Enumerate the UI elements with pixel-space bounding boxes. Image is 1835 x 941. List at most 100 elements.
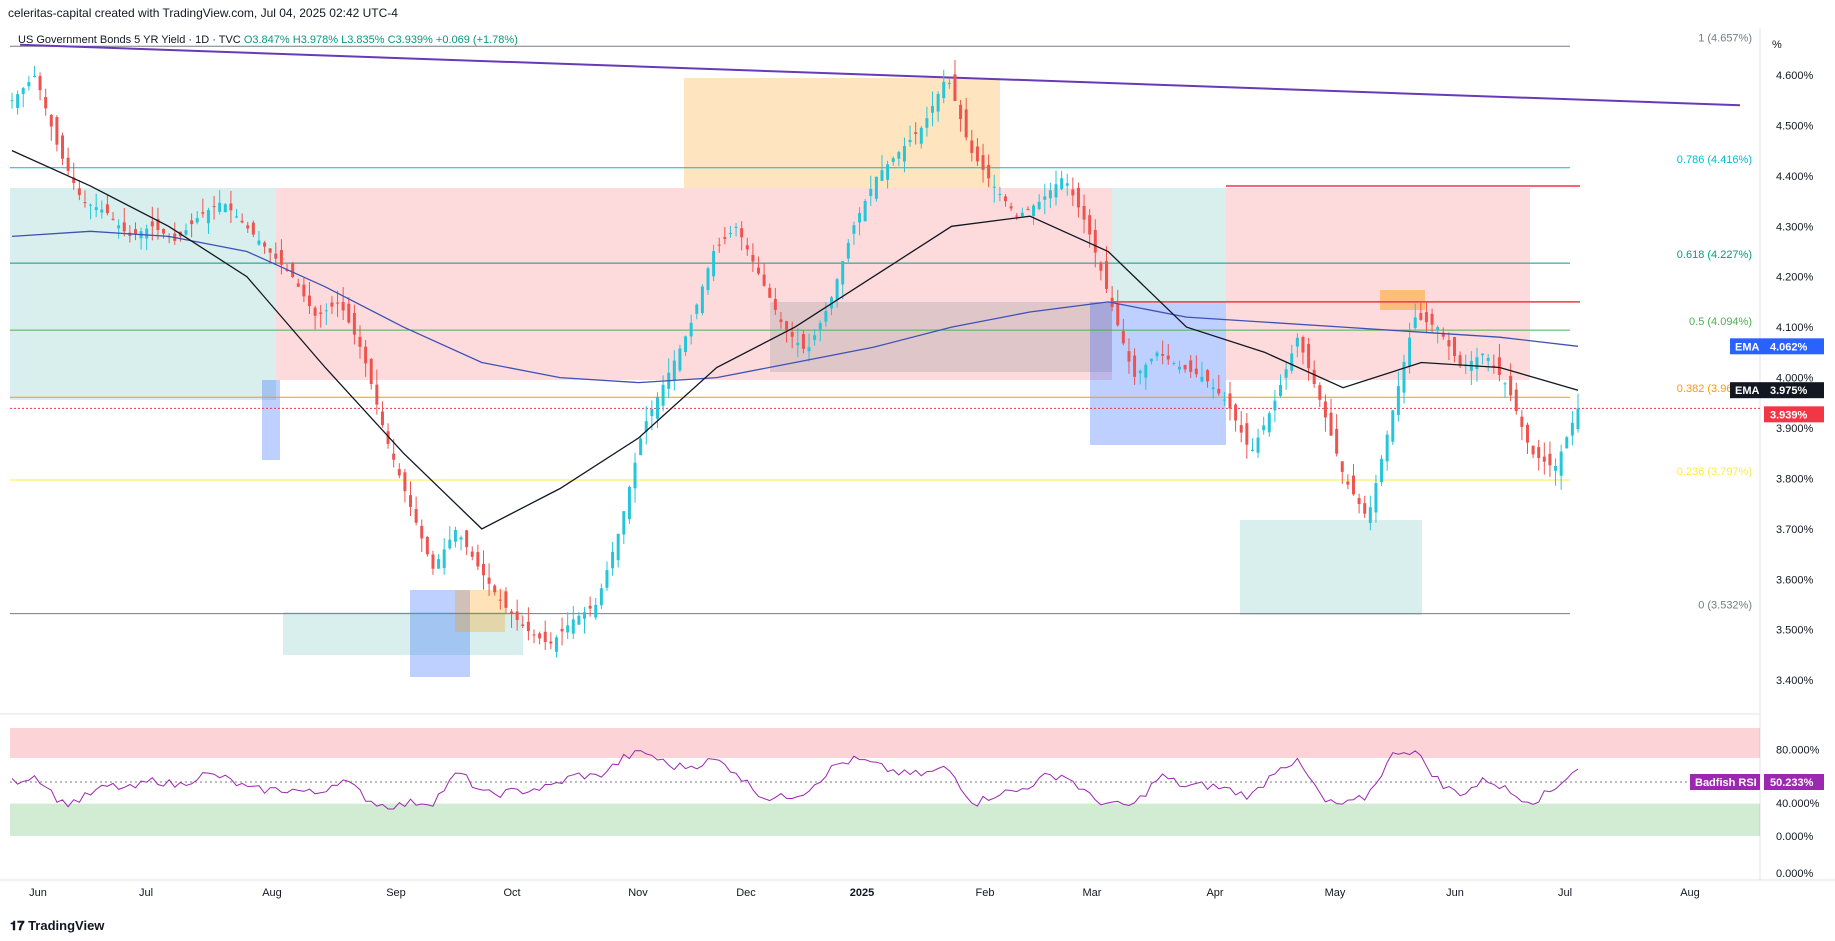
candle-body	[1166, 355, 1170, 360]
fib-level-label: 0.786 (4.416%)	[1677, 154, 1752, 166]
candle-body	[874, 176, 878, 199]
candle-body	[684, 336, 688, 352]
candle-body	[122, 222, 126, 232]
price-tick-label: 4.500%	[1776, 120, 1814, 132]
candle-body	[240, 220, 244, 223]
candle-body	[1032, 205, 1036, 216]
candle-body	[1279, 384, 1283, 396]
candle-body	[437, 559, 441, 569]
candle-body	[616, 533, 620, 561]
candle-body	[1099, 262, 1103, 271]
price-tag-label: EMA	[1735, 341, 1760, 353]
ema-slow-line	[11, 150, 1579, 530]
candle-body	[1194, 368, 1198, 375]
candle-body	[223, 204, 227, 213]
candle-body	[824, 310, 828, 322]
price-tick-label: 4.300%	[1776, 221, 1814, 233]
candle-body	[510, 611, 514, 614]
candle-body	[695, 304, 699, 314]
candle-body	[358, 336, 362, 347]
fib-level-label: 0.618 (4.227%)	[1677, 249, 1752, 261]
candle-body	[10, 100, 14, 102]
rsi-value-tag	[1764, 774, 1824, 790]
zone-blue-aug	[262, 380, 280, 460]
price-tag-label-bg	[1730, 338, 1764, 355]
candle-body	[1250, 449, 1254, 452]
candle-body	[1307, 343, 1311, 369]
candle-body	[1531, 445, 1535, 455]
candle-body	[655, 396, 659, 419]
candle-body	[1228, 393, 1232, 409]
zone-green-left	[10, 188, 276, 400]
candle-body	[397, 469, 401, 476]
candle-body	[964, 109, 968, 138]
candle-body	[1082, 205, 1086, 220]
candle-body	[745, 245, 749, 250]
candle-body	[1335, 428, 1339, 454]
candle-body	[66, 157, 70, 171]
candle-body	[728, 232, 732, 235]
rsi-name-label: Badfish RSI	[1695, 777, 1757, 789]
candle-body	[1441, 332, 1445, 337]
candle-body	[133, 229, 137, 234]
candle-body	[476, 552, 480, 567]
candle-body	[1576, 408, 1580, 430]
rsi-line	[11, 750, 1579, 810]
candle-body	[386, 431, 390, 444]
candle-body	[94, 207, 98, 210]
candle-body	[773, 298, 777, 310]
chart-credit: celeritas-capital created with TradingVi…	[8, 6, 398, 20]
fib-level-label: 0.236 (3.797%)	[1677, 466, 1752, 478]
zone-orange-may	[1380, 290, 1425, 310]
candle-body	[1105, 261, 1109, 289]
candle-body	[49, 114, 53, 127]
time-tick-label: Aug	[1680, 887, 1700, 899]
price-tag-value-bg	[1764, 338, 1824, 355]
candle-body	[594, 604, 598, 618]
candle-body	[1503, 383, 1507, 385]
zone-orange-top	[684, 78, 1000, 188]
candle-body	[1363, 503, 1367, 514]
price-tag-label-bg	[1730, 382, 1764, 399]
candle-body	[420, 525, 424, 539]
candle-body	[1245, 423, 1249, 445]
candle-body	[650, 409, 654, 417]
candle-body	[105, 204, 109, 214]
candle-body	[313, 307, 317, 316]
time-tick-label: Jun	[29, 887, 47, 899]
candle-body	[914, 132, 918, 134]
candle-body	[1413, 317, 1417, 329]
price-tag-value-bg	[1764, 406, 1824, 423]
price-tick-label: 3.400%	[1776, 675, 1814, 687]
candle-body	[1368, 507, 1372, 523]
candle-body	[959, 104, 963, 120]
ohlc-close: C3.939%	[387, 34, 433, 46]
candle-body	[801, 334, 805, 349]
candle-body	[1323, 401, 1327, 418]
ohlc-open: O3.847%	[243, 34, 290, 46]
candle-body	[891, 158, 895, 162]
candle-body	[369, 358, 373, 385]
candle-body	[1009, 206, 1013, 209]
candle-body	[1481, 353, 1485, 356]
candle-body	[1065, 183, 1069, 186]
candle-body	[841, 260, 845, 285]
candle-body	[796, 342, 800, 346]
candle-body	[1492, 365, 1496, 367]
candle-body	[1520, 416, 1524, 427]
candle-body	[639, 438, 643, 456]
time-tick-label: Sep	[386, 887, 406, 899]
candle-body	[448, 539, 452, 549]
candle-body	[908, 139, 912, 143]
candle-body	[1155, 352, 1159, 357]
candle-body	[835, 279, 839, 300]
candle-body	[32, 75, 36, 77]
candle-body	[622, 511, 626, 535]
candle-body	[1234, 404, 1238, 421]
candle-body	[790, 332, 794, 337]
time-tick-label: Oct	[503, 887, 520, 899]
candle-body	[1430, 313, 1434, 325]
candle-body	[296, 283, 300, 287]
candle-body	[498, 599, 502, 601]
